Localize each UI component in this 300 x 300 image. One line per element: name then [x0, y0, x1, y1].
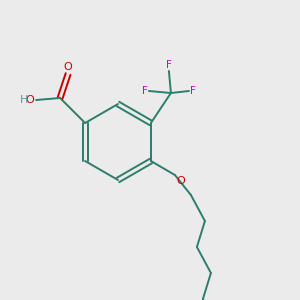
Text: H: H [20, 95, 28, 105]
Text: O: O [176, 176, 185, 186]
Text: O: O [64, 62, 73, 72]
Text: F: F [166, 60, 172, 70]
Text: F: F [142, 86, 148, 96]
Text: F: F [190, 86, 196, 96]
Text: O: O [25, 95, 34, 105]
